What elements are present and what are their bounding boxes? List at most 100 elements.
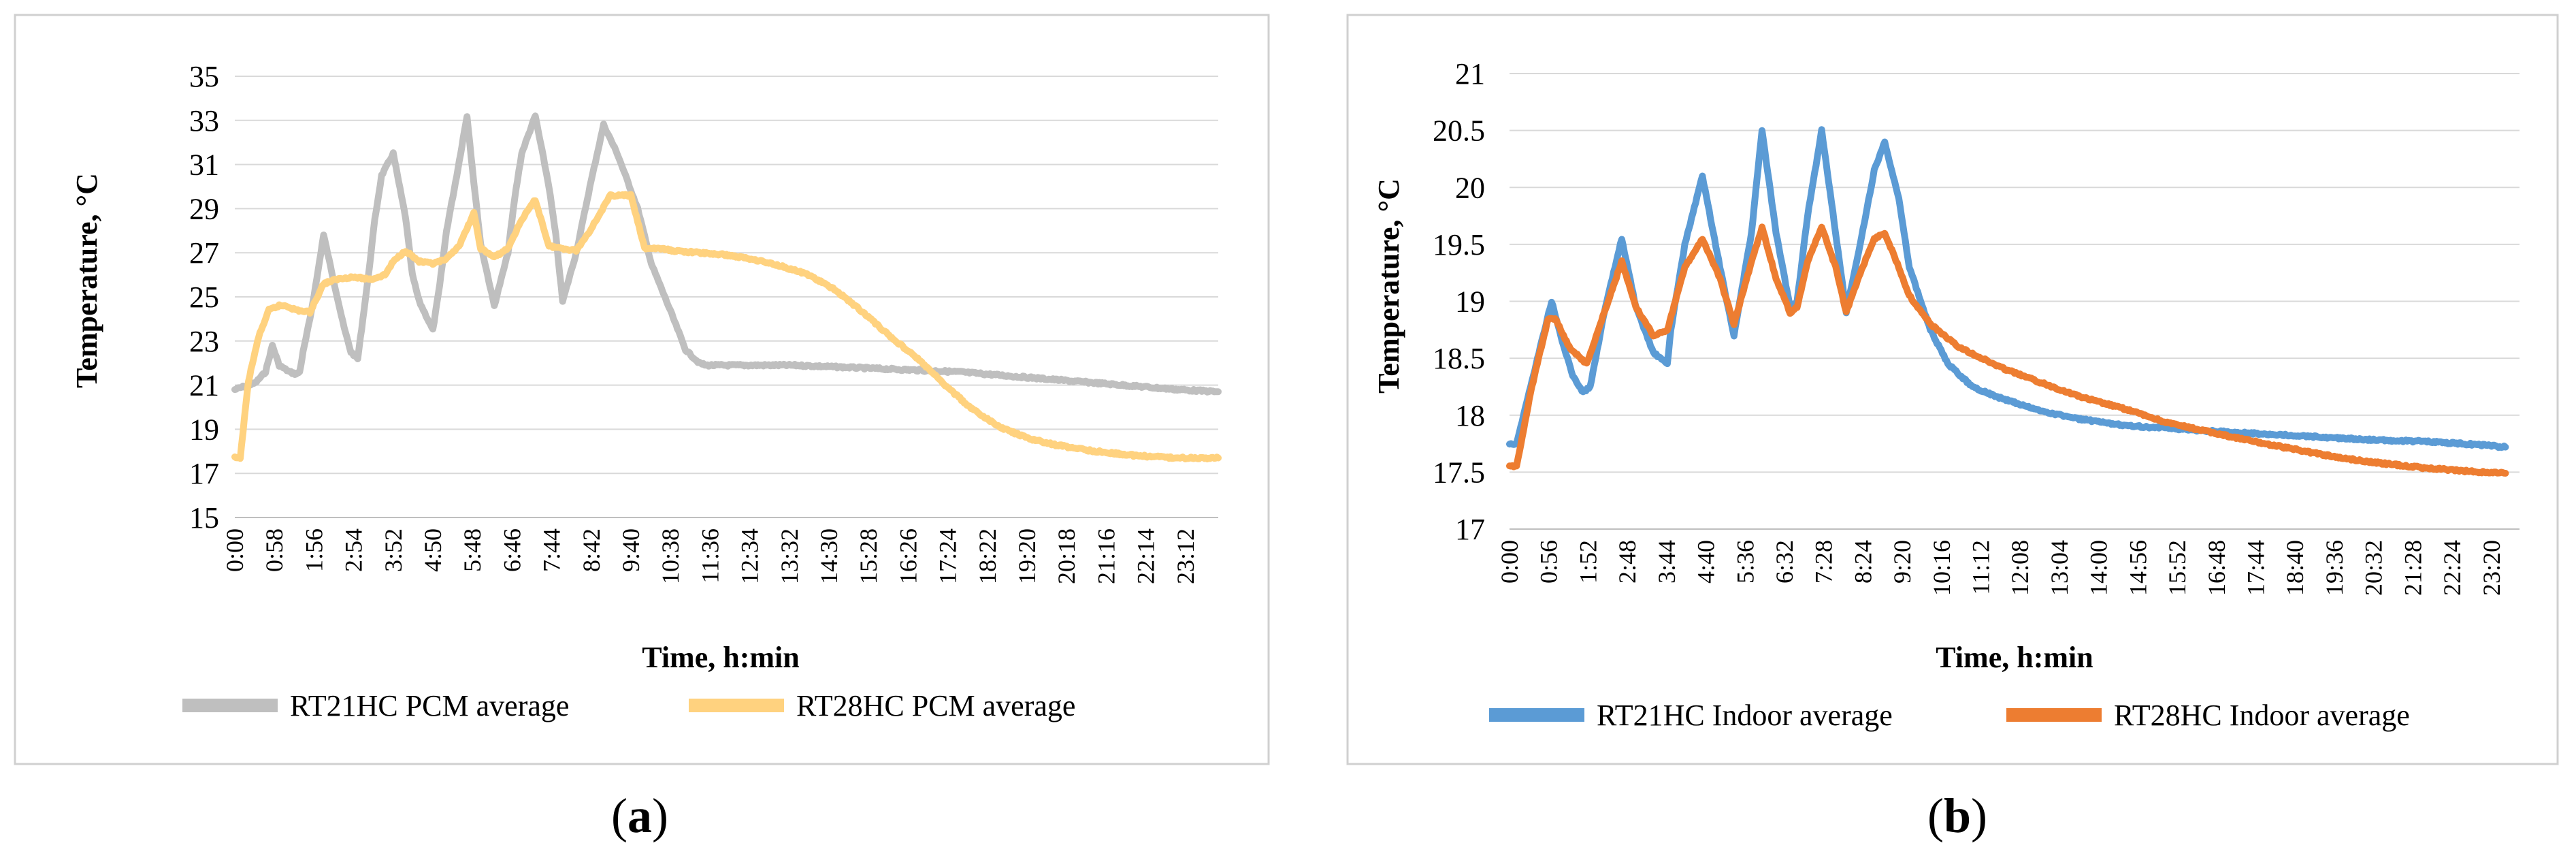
panel-b-y-tick-label: 19.5 xyxy=(1433,228,1485,261)
panel-b: 17 17.5 18 18.5 19 19.5 20 20.5 21 0:00 0:56 1:52 2… xyxy=(1346,14,2559,843)
panel-a-x-tick-label: 11:36 xyxy=(696,528,723,584)
panel-a-x-tick-label: 18:22 xyxy=(974,528,1001,584)
panel-b-legend-label-1: RT28HC Indoor average xyxy=(2114,699,2410,732)
panel-b-x-tick-label: 21:28 xyxy=(2399,540,2426,596)
panel-b-frame xyxy=(1346,14,2559,765)
panel-b-x-ticks: 0:00 0:56 1:52 2:48 3:44 4:40 5:36 6:32 7:28 8:24… xyxy=(1496,540,2505,596)
panel-a-x-tick-label: 5:48 xyxy=(459,528,486,572)
panel-b-series-line-1 xyxy=(1506,223,2509,477)
panel-b-x-tick-label: 23:20 xyxy=(2478,540,2505,596)
panel-a-x-tick-label: 20:18 xyxy=(1053,528,1080,584)
panel-b-y-tick-label: 17.5 xyxy=(1433,456,1485,489)
panel-a-x-axis-title: Time, h:min xyxy=(642,641,799,674)
panel-a-y-tick-label: 17 xyxy=(189,457,219,490)
panel-b-y-tick-label: 19 xyxy=(1455,285,1485,319)
panel-a-frame xyxy=(14,14,1270,765)
panel-b-x-tick-label: 2:48 xyxy=(1614,540,1641,584)
panel-b-x-tick-label: 19:36 xyxy=(2321,540,2348,596)
panel-a-x-tick-label: 22:14 xyxy=(1132,528,1160,584)
panel-a-x-tick-label: 19:20 xyxy=(1013,528,1041,584)
panel-a-x-tick-label: 0:58 xyxy=(261,528,288,572)
panel-b-x-tick-label: 16:48 xyxy=(2203,540,2230,596)
panel-a-x-tick-label: 9:40 xyxy=(617,528,645,572)
panel-b-label: (b) xyxy=(1927,789,1987,843)
panel-b-legend-label-0: RT21HC Indoor average xyxy=(1597,699,1893,732)
panel-b-x-tick-label: 6:32 xyxy=(1771,540,1798,584)
panel-a-x-tick-label: 3:52 xyxy=(380,528,407,572)
panel-a-x-tick-label: 17:24 xyxy=(934,528,962,584)
panel-a-y-tick-label: 31 xyxy=(189,148,219,182)
panel-a-x-ticks: 0:00 0:58 1:56 2:54 3:52 4:50 5:48 6:46 7:44 8:42… xyxy=(221,528,1199,584)
panel-a-series-line-1 xyxy=(231,191,1222,462)
panel-a-y-tick-label: 25 xyxy=(189,281,219,314)
panel-b-legend: RT21HC Indoor average RT28HC Indoor aver… xyxy=(1489,699,2410,732)
panel-b-x-tick-label: 3:44 xyxy=(1653,540,1680,584)
panel-a-x-tick-label: 1:56 xyxy=(300,528,327,572)
panel-a-series-line-0 xyxy=(231,112,1222,396)
panel-b-x-tick-label: 13:04 xyxy=(2046,540,2073,596)
panel-a-y-tick-label: 15 xyxy=(189,501,219,535)
panel-a-y-tick-label: 19 xyxy=(189,413,219,446)
panel-a-x-tick-label: 7:44 xyxy=(538,528,566,572)
panel-a-label: (a) xyxy=(611,789,668,843)
panel-a-x-tick-label: 2:54 xyxy=(340,528,368,572)
panel-a-x-tick-label: 12:34 xyxy=(736,528,764,584)
panel-b-x-tick-label: 17:44 xyxy=(2243,540,2270,596)
panel-b-x-tick-label: 5:36 xyxy=(1731,540,1759,584)
panel-a-y-tick-label: 29 xyxy=(189,192,219,225)
panel-b-grid xyxy=(1510,73,2520,473)
panel-a-x-tick-label: 21:16 xyxy=(1092,528,1120,584)
panel-a-x-tick-label: 4:50 xyxy=(419,528,446,572)
panel-a-x-tick-label: 10:38 xyxy=(657,528,684,584)
panel-b-y-tick-label: 20.5 xyxy=(1433,114,1485,148)
panel-a: 15 17 19 21 23 25 27 29 31 33 35 0:00 0:58 1:56 2:54 3… xyxy=(14,14,1270,843)
panel-b-y-tick-label: 21 xyxy=(1455,57,1485,91)
panel-a-y-tick-label: 21 xyxy=(189,369,219,402)
panel-a-grid xyxy=(235,76,1218,475)
panel-a-x-tick-label: 0:00 xyxy=(221,528,248,572)
panel-b-x-tick-label: 20:32 xyxy=(2360,540,2387,596)
panel-a-letter: a xyxy=(627,789,652,843)
panel-b-y-axis-title: Temperature, °C xyxy=(1372,178,1405,394)
panel-b-x-tick-label: 8:24 xyxy=(1849,540,1876,584)
panel-a-legend: RT21HC PCM average RT28HC PCM average xyxy=(182,689,1075,722)
panel-b-x-tick-label: 15:52 xyxy=(2164,540,2191,596)
panel-b-y-tick-label: 18 xyxy=(1455,399,1485,432)
panel-a-y-tick-label: 35 xyxy=(189,60,219,93)
panel-b-x-tick-label: 0:00 xyxy=(1496,540,1523,584)
panel-a-y-ticks: 15 17 19 21 23 25 27 29 31 33 35 xyxy=(189,60,219,535)
panel-b-x-tick-label: 14:56 xyxy=(2124,540,2151,596)
panel-b-x-tick-label: 9:20 xyxy=(1889,540,1916,584)
panel-a-x-tick-label: 15:28 xyxy=(855,528,882,584)
panel-b-x-tick-label: 18:40 xyxy=(2281,540,2309,596)
panel-a-x-tick-label: 23:12 xyxy=(1172,528,1199,584)
panel-a-y-axis-title: Temperature, °C xyxy=(70,173,103,388)
panel-b-x-tick-label: 7:28 xyxy=(1810,540,1838,584)
panel-a-x-tick-label: 6:46 xyxy=(498,528,525,572)
panel-a-x-tick-label: 8:42 xyxy=(578,528,605,572)
panel-b-letter: b xyxy=(1944,789,1971,843)
panel-a-y-tick-label: 33 xyxy=(189,104,219,138)
panel-b-x-tick-label: 12:08 xyxy=(2006,540,2034,596)
panel-b-y-tick-label: 18.5 xyxy=(1433,342,1485,375)
panel-b-x-tick-label: 14:00 xyxy=(2085,540,2113,596)
panel-b-y-tick-label: 17 xyxy=(1455,513,1485,546)
panel-a-x-tick-label: 16:26 xyxy=(894,528,922,584)
panel-b-x-tick-label: 10:16 xyxy=(1928,540,1955,596)
panel-a-y-tick-label: 23 xyxy=(189,325,219,358)
panel-b-x-tick-label: 1:52 xyxy=(1574,540,1601,584)
panel-b-y-ticks: 17 17.5 18 18.5 19 19.5 20 20.5 21 xyxy=(1433,57,1485,546)
panel-a-legend-label-1: RT28HC PCM average xyxy=(796,689,1075,722)
panel-a-x-tick-label: 14:30 xyxy=(815,528,843,584)
panel-b-x-tick-label: 0:56 xyxy=(1535,540,1563,584)
panel-b-x-tick-label: 4:40 xyxy=(1693,540,1720,584)
panel-b-x-tick-label: 22:24 xyxy=(2439,540,2466,596)
panel-b-y-tick-label: 20 xyxy=(1455,171,1485,204)
panel-b-x-tick-label: 11:12 xyxy=(1968,540,1995,595)
panel-a-x-tick-label: 13:32 xyxy=(776,528,803,584)
panel-b-series xyxy=(1506,126,2509,477)
panel-a-y-tick-label: 27 xyxy=(189,236,219,270)
panel-b-x-axis-title: Time, h:min xyxy=(1936,641,2093,674)
panel-a-series xyxy=(231,112,1222,462)
